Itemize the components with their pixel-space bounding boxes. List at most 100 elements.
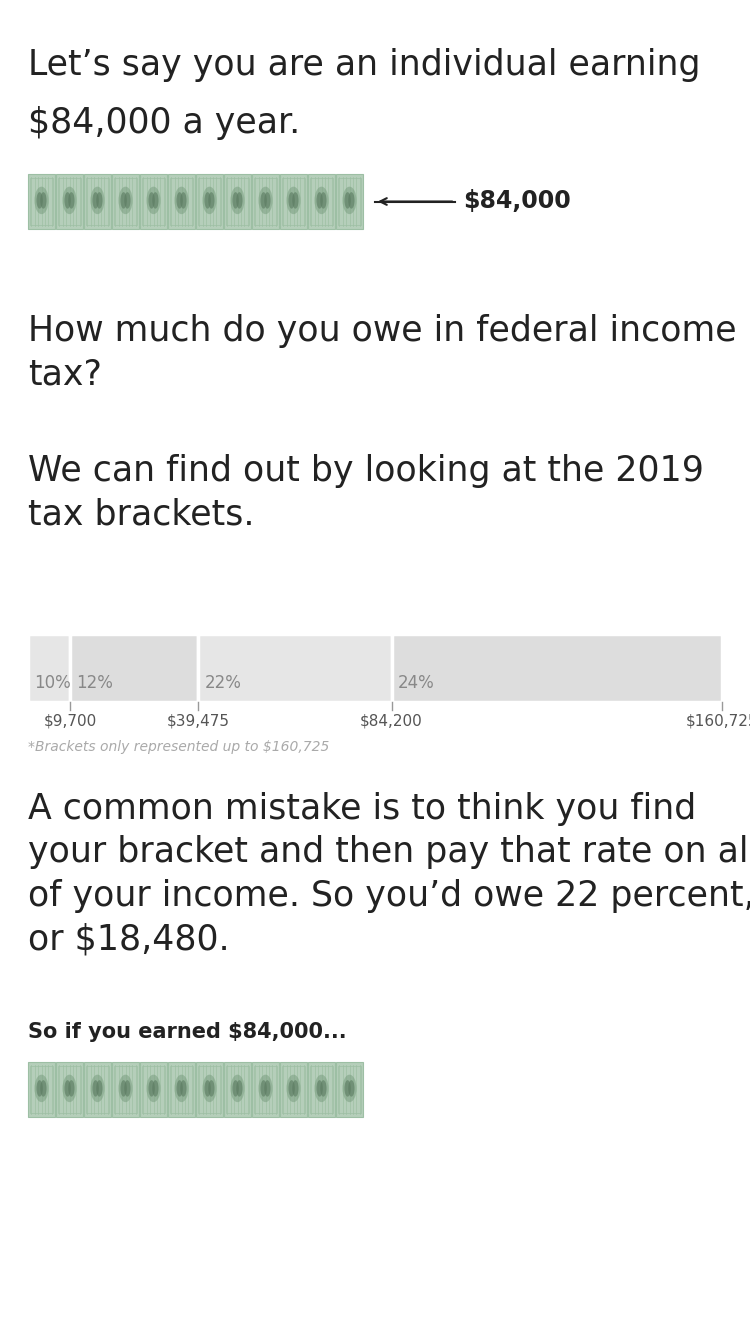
Ellipse shape (175, 1075, 188, 1102)
Ellipse shape (289, 192, 295, 208)
Bar (199, 634, 392, 702)
Bar (28, 634, 70, 702)
Bar (86, 179, 109, 224)
Ellipse shape (146, 1075, 160, 1102)
Text: 12%: 12% (76, 674, 112, 692)
Bar (336, 1062, 363, 1117)
Bar (140, 1062, 167, 1117)
Bar (338, 179, 362, 224)
Bar (196, 1062, 223, 1117)
Ellipse shape (260, 192, 267, 208)
Ellipse shape (316, 192, 322, 208)
Ellipse shape (91, 1075, 104, 1102)
Bar (308, 173, 335, 229)
Bar (170, 179, 194, 224)
Bar (56, 1062, 83, 1117)
Ellipse shape (236, 192, 242, 208)
Bar (56, 173, 83, 229)
Ellipse shape (146, 187, 160, 215)
Bar (224, 173, 251, 229)
Ellipse shape (118, 187, 133, 215)
Bar (170, 1066, 194, 1113)
Ellipse shape (202, 1075, 217, 1102)
Ellipse shape (34, 187, 49, 215)
Ellipse shape (96, 192, 103, 208)
Ellipse shape (68, 192, 74, 208)
Text: $84,200: $84,200 (360, 712, 423, 728)
Ellipse shape (314, 187, 328, 215)
Text: $84,000: $84,000 (463, 189, 571, 213)
Bar (336, 173, 363, 229)
Bar (308, 1062, 335, 1117)
Ellipse shape (40, 1081, 46, 1097)
Ellipse shape (230, 187, 244, 215)
Ellipse shape (320, 192, 326, 208)
Bar (280, 1062, 307, 1117)
Ellipse shape (148, 1081, 154, 1097)
Bar (196, 173, 223, 229)
Ellipse shape (64, 1081, 70, 1097)
Bar (112, 173, 139, 229)
Text: So if you earned $84,000...: So if you earned $84,000... (28, 1022, 347, 1042)
Bar (113, 179, 137, 224)
Ellipse shape (91, 187, 104, 215)
Bar (29, 179, 53, 224)
Ellipse shape (124, 1081, 130, 1097)
Ellipse shape (37, 192, 43, 208)
Bar (252, 173, 279, 229)
Bar (226, 1066, 250, 1113)
Ellipse shape (343, 187, 356, 215)
Ellipse shape (92, 192, 99, 208)
Ellipse shape (205, 1081, 211, 1097)
Text: How much do you owe in federal income
tax?: How much do you owe in federal income ta… (28, 313, 736, 391)
Ellipse shape (124, 192, 130, 208)
Bar (86, 1066, 109, 1113)
Ellipse shape (344, 1081, 351, 1097)
Bar (58, 1066, 82, 1113)
Bar (113, 1066, 137, 1113)
Ellipse shape (259, 187, 272, 215)
Ellipse shape (289, 1081, 295, 1097)
Bar (280, 173, 307, 229)
Ellipse shape (209, 1081, 214, 1097)
Bar (310, 179, 334, 224)
Ellipse shape (209, 192, 214, 208)
Ellipse shape (286, 187, 301, 215)
Text: 10%: 10% (34, 674, 70, 692)
Bar (84, 173, 111, 229)
Ellipse shape (260, 1081, 267, 1097)
Ellipse shape (175, 187, 188, 215)
Bar (252, 1062, 279, 1117)
Bar (310, 1066, 334, 1113)
Text: Let’s say you are an individual earning: Let’s say you are an individual earning (28, 48, 700, 81)
Ellipse shape (180, 1081, 187, 1097)
Bar (140, 173, 167, 229)
Ellipse shape (292, 192, 298, 208)
Bar (70, 634, 199, 702)
Bar (29, 1066, 53, 1113)
Bar (28, 173, 55, 229)
Ellipse shape (259, 1075, 272, 1102)
Bar (197, 179, 221, 224)
Ellipse shape (176, 192, 183, 208)
Text: We can find out by looking at the 2019
tax brackets.: We can find out by looking at the 2019 t… (28, 454, 704, 531)
Ellipse shape (40, 192, 46, 208)
Ellipse shape (343, 1075, 356, 1102)
Ellipse shape (121, 192, 127, 208)
Bar (392, 634, 722, 702)
Bar (112, 1062, 139, 1117)
Ellipse shape (316, 1081, 322, 1097)
Ellipse shape (344, 192, 351, 208)
Text: $9,700: $9,700 (44, 712, 97, 728)
Ellipse shape (92, 1081, 99, 1097)
Ellipse shape (286, 1075, 301, 1102)
Bar (84, 1062, 111, 1117)
Ellipse shape (202, 187, 217, 215)
Ellipse shape (232, 1081, 238, 1097)
Bar (197, 1066, 221, 1113)
Ellipse shape (152, 1081, 158, 1097)
Text: 24%: 24% (398, 674, 434, 692)
Ellipse shape (264, 192, 271, 208)
Text: $84,000 a year.: $84,000 a year. (28, 105, 300, 140)
Ellipse shape (230, 1075, 244, 1102)
